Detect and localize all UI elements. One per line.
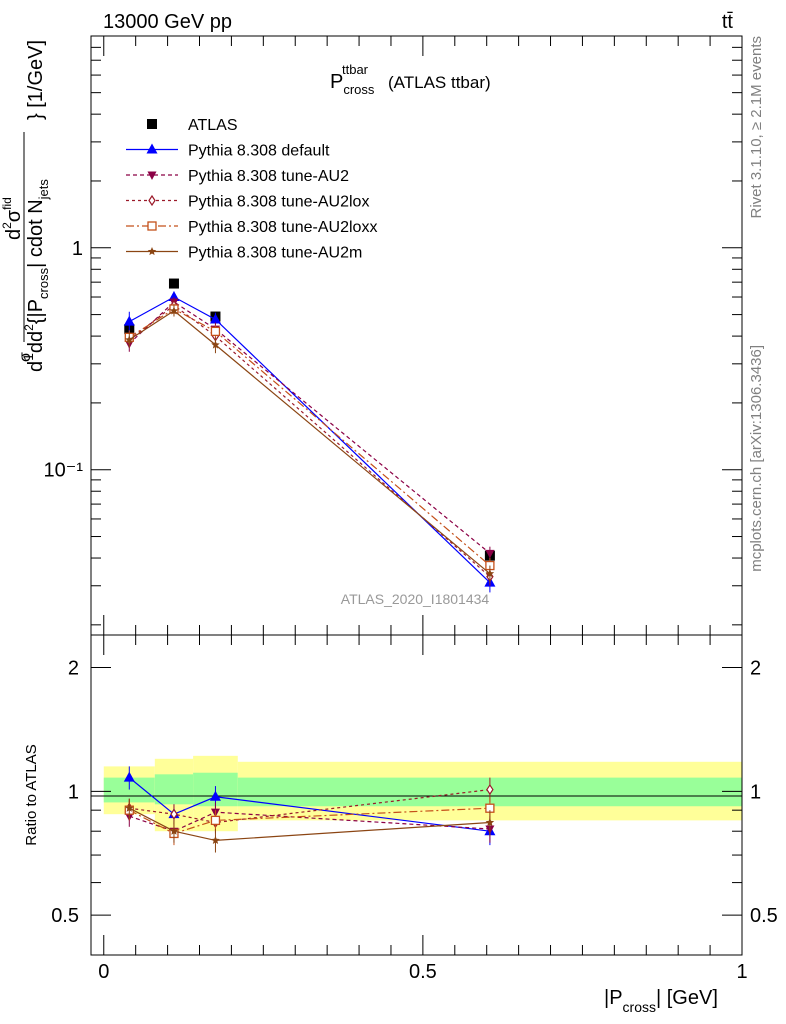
ratio-point xyxy=(170,808,178,820)
ylabel-njets: | cdot N xyxy=(25,199,47,268)
ratio-series-group xyxy=(123,766,496,853)
main-point xyxy=(210,326,221,337)
main-series-3 xyxy=(125,299,494,586)
xlabel-pre: |P xyxy=(604,987,623,1009)
ratio-point xyxy=(169,826,179,835)
rivet-version-label: Rivet 3.1.10, ≥ 2.1M events xyxy=(748,36,765,219)
main-y-axis-label: d1d σ d2{|Pcross| cdot Njets d2σfid } [1… xyxy=(0,40,51,372)
ratio-point xyxy=(123,771,135,782)
ratio-point xyxy=(211,835,220,844)
ratio-x-tick-label: 1 xyxy=(736,961,747,983)
main-point xyxy=(211,340,220,349)
ylabel-pcross: |P xyxy=(25,299,47,318)
ratio-series-4 xyxy=(125,798,495,853)
title-superscript: ttbar xyxy=(342,62,369,77)
main-y-tick-label: 1 xyxy=(72,238,83,260)
legend-marker xyxy=(147,119,157,129)
ratio-series-line xyxy=(129,807,490,835)
legend-item-1: Pythia 8.308 default xyxy=(126,143,330,160)
ratio-point xyxy=(485,818,495,827)
process-label: tt̄ xyxy=(722,11,734,33)
ratio-axes: 0.5 0.5 1 1 2 2 0 0.5 1 xyxy=(51,635,778,983)
legend: ATLAS Pythia 8.308 default Pythia 8.308 tu… xyxy=(126,117,377,262)
ratio-series-line xyxy=(129,807,490,842)
ylabel-unit: } [1/GeV] xyxy=(25,40,47,120)
legend-label: ATLAS xyxy=(188,117,238,134)
legend-marker xyxy=(147,247,157,256)
title-rest: (ATLAS ttbar) xyxy=(388,73,491,92)
x-axis-label: |Pcross| [GeV] xyxy=(604,987,718,1015)
ratio-series-line xyxy=(129,811,490,832)
main-series-2 xyxy=(124,297,495,561)
ratio-x-tick-label: 0 xyxy=(98,961,109,983)
legend-marker xyxy=(148,194,156,207)
ratio-point xyxy=(486,783,494,796)
ratio-point xyxy=(125,803,134,812)
mcplots-label: mcplots.cern.ch [arXiv:1306.3436] xyxy=(748,345,765,572)
ratio-y-tick-label-right: 2 xyxy=(750,658,761,680)
ratio-y-tick-label-right: 0.5 xyxy=(750,905,778,927)
legend-label: Pythia 8.308 default xyxy=(188,143,330,160)
main-point xyxy=(209,313,221,324)
ratio-y-tick-label-left: 2 xyxy=(68,658,79,680)
plot-title: Pcross xyxy=(330,71,375,97)
xlabel-post: | [GeV] xyxy=(656,987,718,1009)
main-series-1 xyxy=(123,291,496,593)
main-axes: 1 10⁻¹ xyxy=(44,35,743,635)
legend-item-5: Pythia 8.308 tune-AU2m xyxy=(126,245,362,262)
ratio-series-line xyxy=(129,789,490,824)
main-y-tick-label: 10⁻¹ xyxy=(44,460,84,482)
legend-item-3: Pythia 8.308 tune-AU2lox xyxy=(126,194,369,211)
ratio-plot-frame xyxy=(90,634,743,956)
main-point xyxy=(168,278,179,289)
main-point xyxy=(123,315,135,326)
analysis-watermark: ATLAS_2020_I1801434 xyxy=(341,591,490,607)
main-point xyxy=(125,335,134,344)
main-series-line xyxy=(128,308,491,566)
ylabel-jets-sub: jets xyxy=(36,179,51,201)
ratio-band-inner xyxy=(154,774,194,805)
title-main: P xyxy=(330,71,343,93)
ratio-point xyxy=(209,790,221,801)
legend-label: Pythia 8.308 tune-AU2 xyxy=(188,168,349,185)
main-series-0 xyxy=(124,278,495,561)
xlabel-sub: cross xyxy=(623,999,656,1015)
title-sub: cross xyxy=(343,82,375,97)
main-series-group xyxy=(123,278,496,593)
ratio-y-tick-label-right: 1 xyxy=(750,781,761,803)
legend-item-2: Pythia 8.308 tune-AU2 xyxy=(126,168,349,185)
svg-text:d2{|Pcross| cdot Njets: d2{|Pcross| cdot Njets xyxy=(22,179,51,342)
main-series-5 xyxy=(125,305,495,583)
ratio-y-axis-label: Ratio to ATLAS xyxy=(23,744,40,845)
legend-item-0: ATLAS xyxy=(147,117,238,134)
ylabel-cross-sub: cross xyxy=(36,267,51,299)
main-series-line xyxy=(128,301,491,554)
svg-text:d2σfid: d2σfid xyxy=(0,197,25,240)
svg-text:σ: σ xyxy=(17,352,34,362)
ratio-plot-area xyxy=(103,755,742,832)
main-series-line xyxy=(128,304,491,578)
legend-label: Pythia 8.308 tune-AU2lox xyxy=(188,194,369,211)
main-point xyxy=(485,549,495,559)
legend-item-4: Pythia 8.308 tune-AU2loxx xyxy=(126,219,377,236)
energy-label: 13000 GeV pp xyxy=(103,11,232,33)
ratio-y-tick-label-left: 0.5 xyxy=(51,905,79,927)
ratio-y-tick-label-left: 1 xyxy=(68,781,79,803)
main-point xyxy=(485,569,495,578)
ratio-x-tick-label: 0.5 xyxy=(409,961,437,983)
legend-marker xyxy=(147,171,157,180)
main-series-line xyxy=(128,310,491,575)
legend-label: Pythia 8.308 tune-AU2m xyxy=(188,245,362,262)
ratio-point xyxy=(210,815,221,826)
main-point xyxy=(169,306,179,315)
legend-marker xyxy=(146,143,158,154)
main-series-line xyxy=(129,296,491,584)
legend-marker xyxy=(147,221,157,231)
legend-label: Pythia 8.308 tune-AU2loxx xyxy=(188,219,377,236)
